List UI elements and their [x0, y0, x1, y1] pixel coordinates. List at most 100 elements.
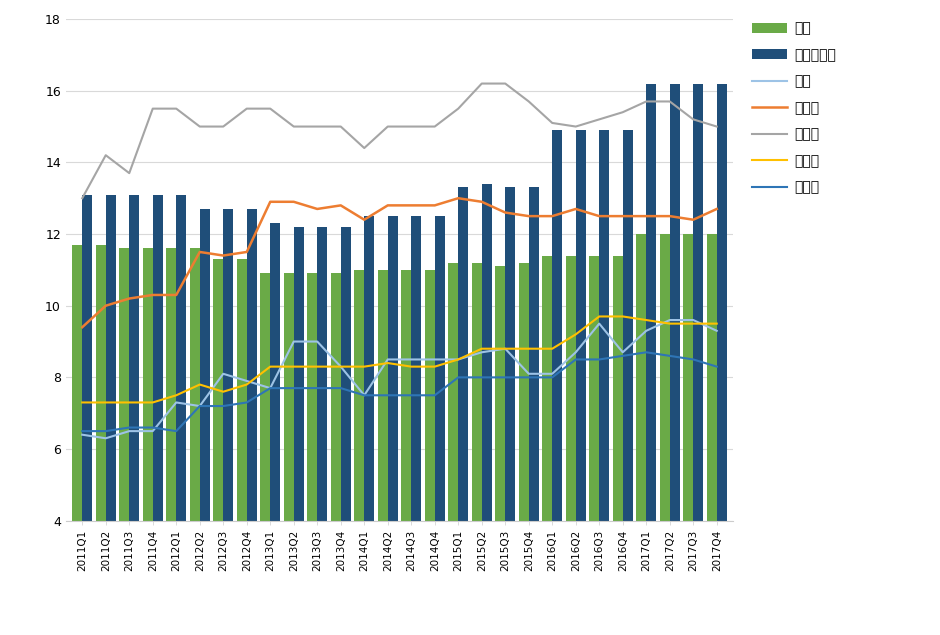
高雄市 [430, 391, 441, 399]
Bar [566, 255, 575, 521]
高雄市 [124, 424, 135, 431]
台中市 [641, 316, 652, 324]
台中市 [712, 320, 723, 328]
Bar [519, 263, 528, 521]
台灣 [453, 356, 464, 363]
台灣 [430, 356, 441, 363]
高雄市 [312, 384, 323, 392]
新北市 [312, 205, 323, 213]
台灣 [101, 434, 112, 442]
台中市 [218, 388, 229, 396]
Bar [542, 255, 552, 521]
高雄市 [218, 402, 229, 410]
Bar [354, 270, 364, 521]
高雄市 [547, 373, 558, 381]
台北市 [453, 105, 464, 112]
台灣 [218, 370, 229, 378]
新北市 [218, 251, 229, 259]
台北市 [171, 105, 182, 112]
Bar [683, 234, 693, 521]
新北市 [712, 205, 723, 213]
台灣 [500, 345, 511, 352]
高雄市 [477, 373, 488, 381]
台灣 [571, 349, 582, 356]
Bar [143, 248, 152, 521]
高雄市 [712, 363, 723, 370]
Bar [213, 259, 223, 521]
Bar [271, 224, 280, 521]
台北市 [77, 194, 88, 202]
新北市 [359, 216, 370, 224]
Bar [200, 209, 210, 521]
台中市 [265, 363, 276, 370]
Bar [529, 187, 539, 521]
高雄市 [336, 384, 347, 392]
台灣 [712, 327, 723, 335]
台北市 [477, 80, 488, 88]
新北市 [500, 209, 511, 217]
台灣 [594, 320, 605, 328]
台灣 [336, 363, 347, 370]
台中市 [477, 345, 488, 352]
Bar [576, 130, 586, 521]
台中市 [665, 320, 676, 328]
高雄市 [618, 352, 629, 359]
台灣 [124, 427, 135, 435]
台北市 [195, 123, 206, 130]
Line: 台灣: 台灣 [83, 320, 717, 438]
台灣 [688, 316, 699, 324]
Bar [237, 259, 246, 521]
Bar [331, 274, 340, 521]
Bar [425, 270, 434, 521]
新北市 [594, 212, 605, 220]
台中市 [359, 363, 370, 370]
Bar [482, 184, 492, 521]
台北市 [336, 123, 347, 130]
Bar [284, 274, 293, 521]
新北市 [336, 201, 347, 209]
Line: 台中市: 台中市 [83, 316, 717, 403]
台北市 [712, 123, 723, 130]
台灣 [195, 402, 206, 410]
Bar [472, 263, 481, 521]
新北市 [77, 323, 88, 331]
台北市 [688, 116, 699, 123]
新北市 [547, 212, 558, 220]
台灣 [383, 356, 394, 363]
高雄市 [148, 424, 159, 431]
台中市 [524, 345, 535, 352]
台中市 [101, 399, 112, 406]
高雄市 [171, 427, 182, 435]
Bar [459, 187, 468, 521]
台北市 [242, 105, 253, 112]
Bar [613, 255, 622, 521]
Bar [365, 216, 374, 521]
台北市 [101, 151, 112, 159]
台灣 [359, 391, 370, 399]
Line: 新北市: 新北市 [83, 198, 717, 327]
台北市 [383, 123, 394, 130]
台中市 [242, 381, 253, 389]
台灣 [289, 338, 300, 345]
台灣 [547, 370, 558, 378]
台中市 [688, 320, 699, 328]
高雄市 [406, 391, 417, 399]
新北市 [688, 216, 699, 224]
高雄市 [665, 352, 676, 359]
Line: 台北市: 台北市 [83, 84, 717, 198]
新北市 [171, 291, 182, 299]
台中市 [289, 363, 300, 370]
Bar [448, 263, 458, 521]
台中市 [171, 391, 182, 399]
台灣 [406, 356, 417, 363]
高雄市 [641, 349, 652, 356]
新北市 [242, 248, 253, 256]
台灣 [524, 370, 535, 378]
Bar [707, 234, 716, 521]
台北市 [289, 123, 300, 130]
台中市 [547, 345, 558, 352]
新北市 [195, 248, 206, 256]
台灣 [265, 384, 276, 392]
台中市 [571, 331, 582, 338]
Bar [130, 195, 139, 521]
